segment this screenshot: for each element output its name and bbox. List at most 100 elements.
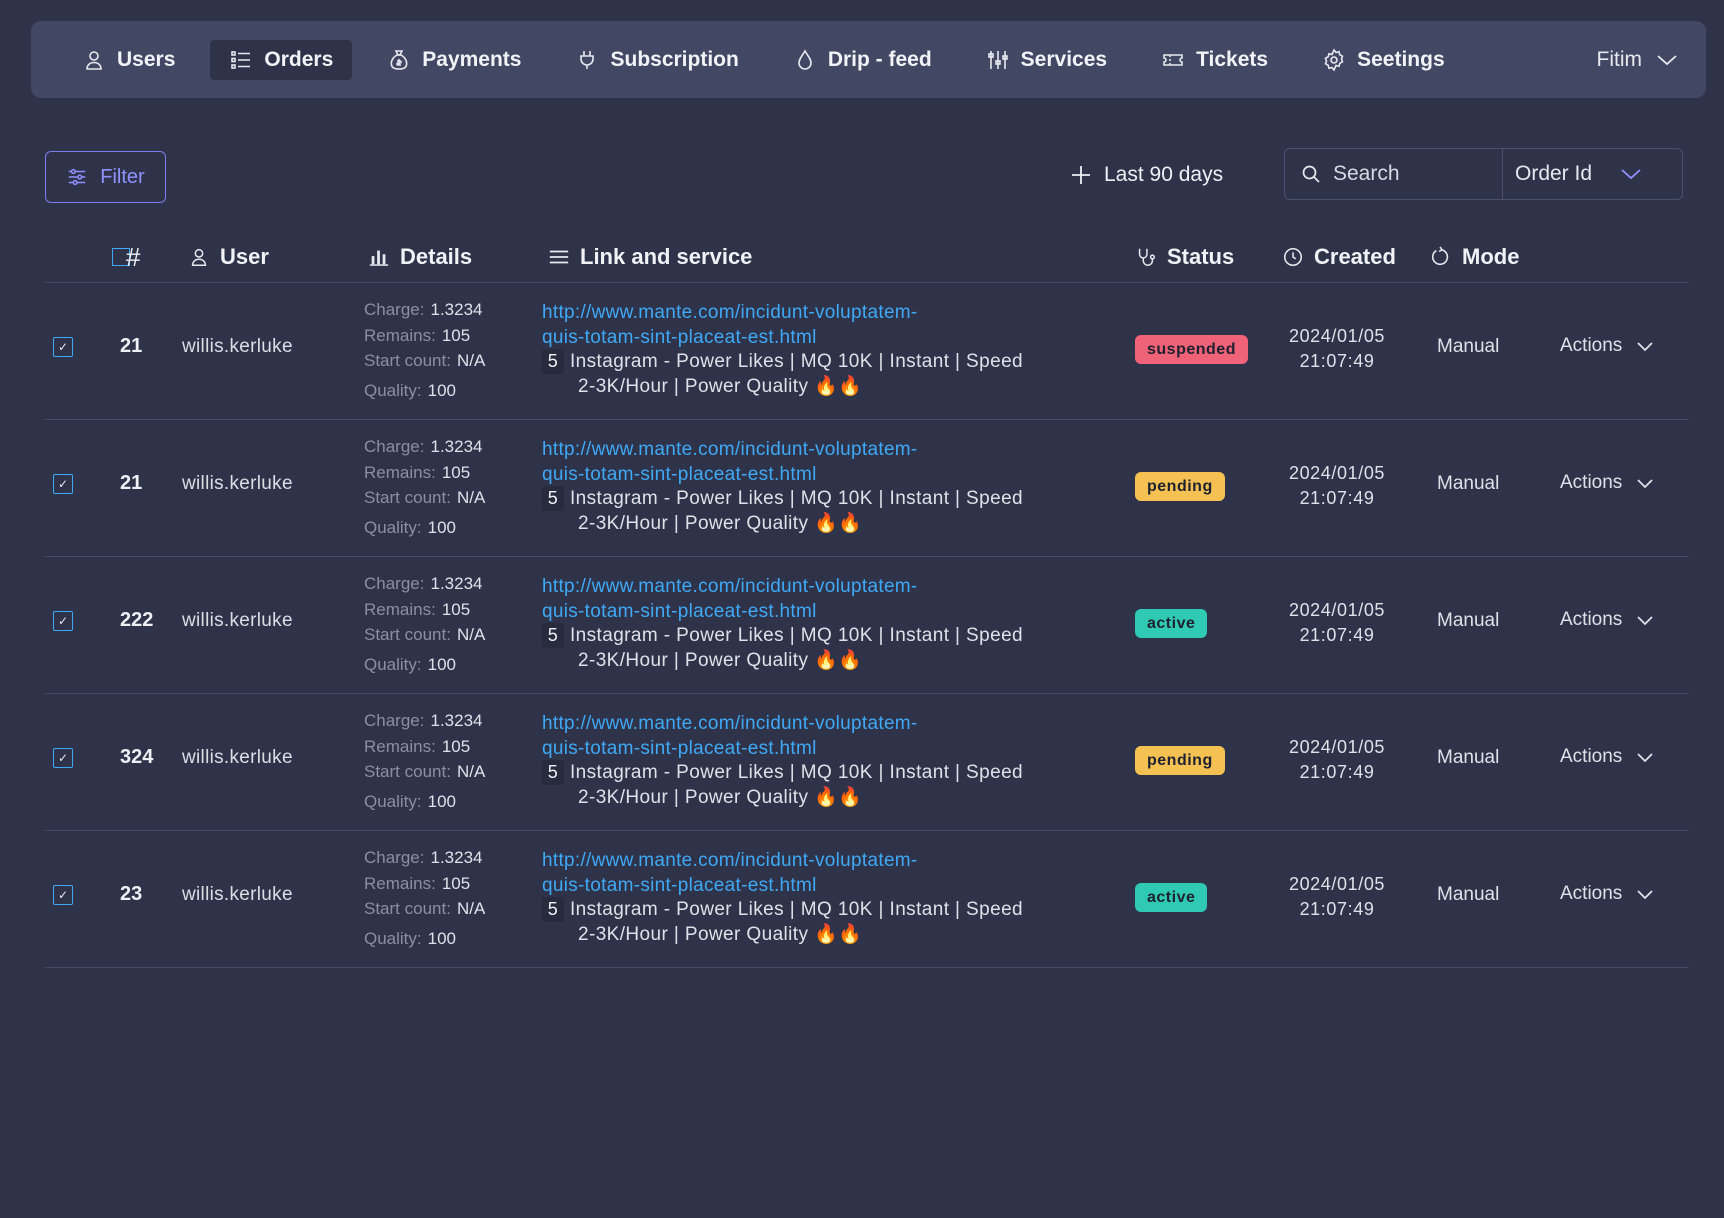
row-checkbox[interactable]: ✓ [53, 474, 73, 494]
nav-item-services[interactable]: Services [967, 40, 1126, 80]
search-input[interactable] [1333, 162, 1483, 186]
service-id: 5 [542, 486, 564, 511]
order-mode: Manual [1437, 884, 1500, 905]
order-link[interactable]: http://www.mante.com/incidunt-voluptatem… [542, 848, 1062, 898]
order-link[interactable]: http://www.mante.com/incidunt-voluptatem… [542, 300, 1062, 350]
nav-item-tickets[interactable]: Tickets [1142, 40, 1287, 80]
order-user[interactable]: willis.kerluke [182, 336, 293, 357]
table-row[interactable]: ✓ 21 willis.kerluke Charge: 1.3234 Remains: 10… [45, 420, 1689, 557]
column-header-status[interactable]: Status [1135, 236, 1234, 278]
column-header-details[interactable]: Details [368, 236, 472, 278]
actions-dropdown[interactable]: Actions [1560, 472, 1654, 494]
column-header-label: # [126, 241, 141, 272]
nav-item-label: Tickets [1196, 47, 1269, 71]
remains-value: 105 [441, 462, 471, 482]
order-mode: Manual [1437, 336, 1500, 357]
order-user[interactable]: willis.kerluke [182, 747, 293, 768]
row-checkbox[interactable]: ✓ [53, 885, 73, 905]
row-checkbox[interactable]: ✓ [53, 337, 73, 357]
row-checkbox[interactable]: ✓ [53, 748, 73, 768]
column-header-user[interactable]: User [188, 236, 269, 278]
plug-icon [575, 48, 599, 72]
order-user[interactable]: willis.kerluke [182, 473, 293, 494]
quality-value: 100 [427, 380, 457, 400]
table-row[interactable]: ✓ 324 willis.kerluke Charge: 1.3234 Remains: 1… [45, 694, 1689, 831]
actions-label: Actions [1560, 609, 1623, 630]
order-service: 5 Instagram - Power Likes | MQ 10K | Inst… [542, 760, 1082, 810]
nav-item-label: Subscription [610, 47, 739, 71]
search-field-select[interactable]: Order Id [1503, 162, 1682, 186]
actions-dropdown[interactable]: Actions [1560, 883, 1654, 905]
detail-label: Quality: [364, 791, 422, 811]
remains-value: 105 [441, 736, 471, 756]
charge-value: 1.3234 [430, 711, 483, 730]
table-row[interactable]: ✓ 222 willis.kerluke Charge: 1.3234 Remains: 1… [45, 557, 1689, 694]
remains-value: 105 [441, 599, 471, 619]
column-header-created[interactable]: Created [1282, 236, 1396, 278]
chevron-down-icon [1620, 167, 1642, 181]
user-icon [188, 246, 210, 268]
column-header-link[interactable]: Link and service [548, 236, 752, 278]
date-range-button[interactable]: Last 90 days [1070, 158, 1223, 192]
order-details: Charge: 1.3234 Remains: 105 Start count: N/A Q… [364, 571, 485, 677]
start-count-value: N/A [456, 762, 486, 781]
detail-label: Remains: [364, 873, 436, 893]
fire-emoji: 🔥🔥 [814, 376, 863, 397]
nav-item-subscription[interactable]: Subscription [556, 40, 757, 80]
order-details: Charge: 1.3234 Remains: 105 Start count: N/A Q… [364, 845, 485, 951]
charge-value: 1.3234 [430, 848, 483, 867]
ticket-icon [1161, 48, 1185, 72]
chevron-down-icon [1636, 341, 1654, 352]
actions-dropdown[interactable]: Actions [1560, 746, 1654, 768]
order-link[interactable]: http://www.mante.com/incidunt-voluptatem… [542, 437, 1062, 487]
order-id: 21 [120, 335, 143, 357]
chevron-down-icon [1636, 752, 1654, 763]
detail-label: Quality: [364, 517, 422, 537]
order-mode: Manual [1437, 610, 1500, 631]
order-link-line: http://www.mante.com/incidunt-voluptatem… [542, 439, 918, 460]
table-row[interactable]: ✓ 23 willis.kerluke Charge: 1.3234 Remains: 10… [45, 831, 1689, 968]
service-name-cont: 2-3K/Hour | Power Quality [578, 376, 809, 397]
column-header-id[interactable]: # [112, 236, 140, 278]
order-user[interactable]: willis.kerluke [182, 610, 293, 631]
service-name-cont: 2-3K/Hour | Power Quality [578, 650, 809, 671]
order-link-line: http://www.mante.com/incidunt-voluptatem… [542, 302, 918, 323]
menu-lines-icon [548, 246, 570, 268]
nav-item-drip-feed[interactable]: Drip - feed [774, 40, 951, 80]
column-header-label: Status [1167, 244, 1235, 269]
created-date: 2024/01/05 [1288, 463, 1386, 483]
order-details: Charge: 1.3234 Remains: 105 Start count: N/A Q… [364, 434, 485, 540]
status-badge: pending [1135, 472, 1225, 501]
order-link[interactable]: http://www.mante.com/incidunt-voluptatem… [542, 711, 1062, 761]
detail-label: Start count: [364, 899, 451, 918]
start-count-value: N/A [456, 351, 486, 370]
status-badge: pending [1135, 746, 1225, 775]
order-link-line: quis-totam-sint-placeat-est.html [542, 464, 817, 485]
actions-dropdown[interactable]: Actions [1560, 609, 1654, 631]
row-checkbox[interactable]: ✓ [53, 611, 73, 631]
nav-item-settings[interactable]: Seetings [1303, 40, 1464, 80]
order-details: Charge: 1.3234 Remains: 105 Start count: N/A Q… [364, 297, 485, 403]
select-all-checkbox[interactable] [112, 248, 130, 266]
created-datetime: 2024/01/05 21:07:49 [1282, 735, 1392, 785]
filter-button[interactable]: Filter [45, 151, 166, 203]
search-icon [1301, 164, 1321, 184]
service-id: 5 [542, 897, 564, 922]
service-name: Instagram - Power Likes | MQ 10K | Insta… [570, 762, 1024, 783]
nav-item-orders[interactable]: Orders [210, 39, 353, 80]
order-id: 222 [120, 609, 154, 631]
filter-label: Filter [100, 165, 145, 188]
service-name-cont: 2-3K/Hour | Power Quality [578, 513, 809, 534]
nav-item-payments[interactable]: Payments [368, 40, 540, 80]
order-link[interactable]: http://www.mante.com/incidunt-voluptatem… [542, 574, 1062, 624]
nav-item-label: Users [117, 47, 176, 71]
actions-dropdown[interactable]: Actions [1560, 335, 1654, 357]
nav-item-users[interactable]: Users [63, 40, 194, 80]
table-row[interactable]: ✓ 21 willis.kerluke Charge: 1.3234 Remains: 10… [45, 283, 1689, 420]
quality-value: 100 [427, 654, 457, 674]
order-user[interactable]: willis.kerluke [182, 884, 293, 905]
clock-icon [1282, 246, 1304, 268]
order-link-line: http://www.mante.com/incidunt-voluptatem… [542, 713, 918, 734]
user-menu[interactable]: Fitim [1597, 48, 1679, 72]
column-header-mode[interactable]: Mode [1430, 236, 1519, 278]
